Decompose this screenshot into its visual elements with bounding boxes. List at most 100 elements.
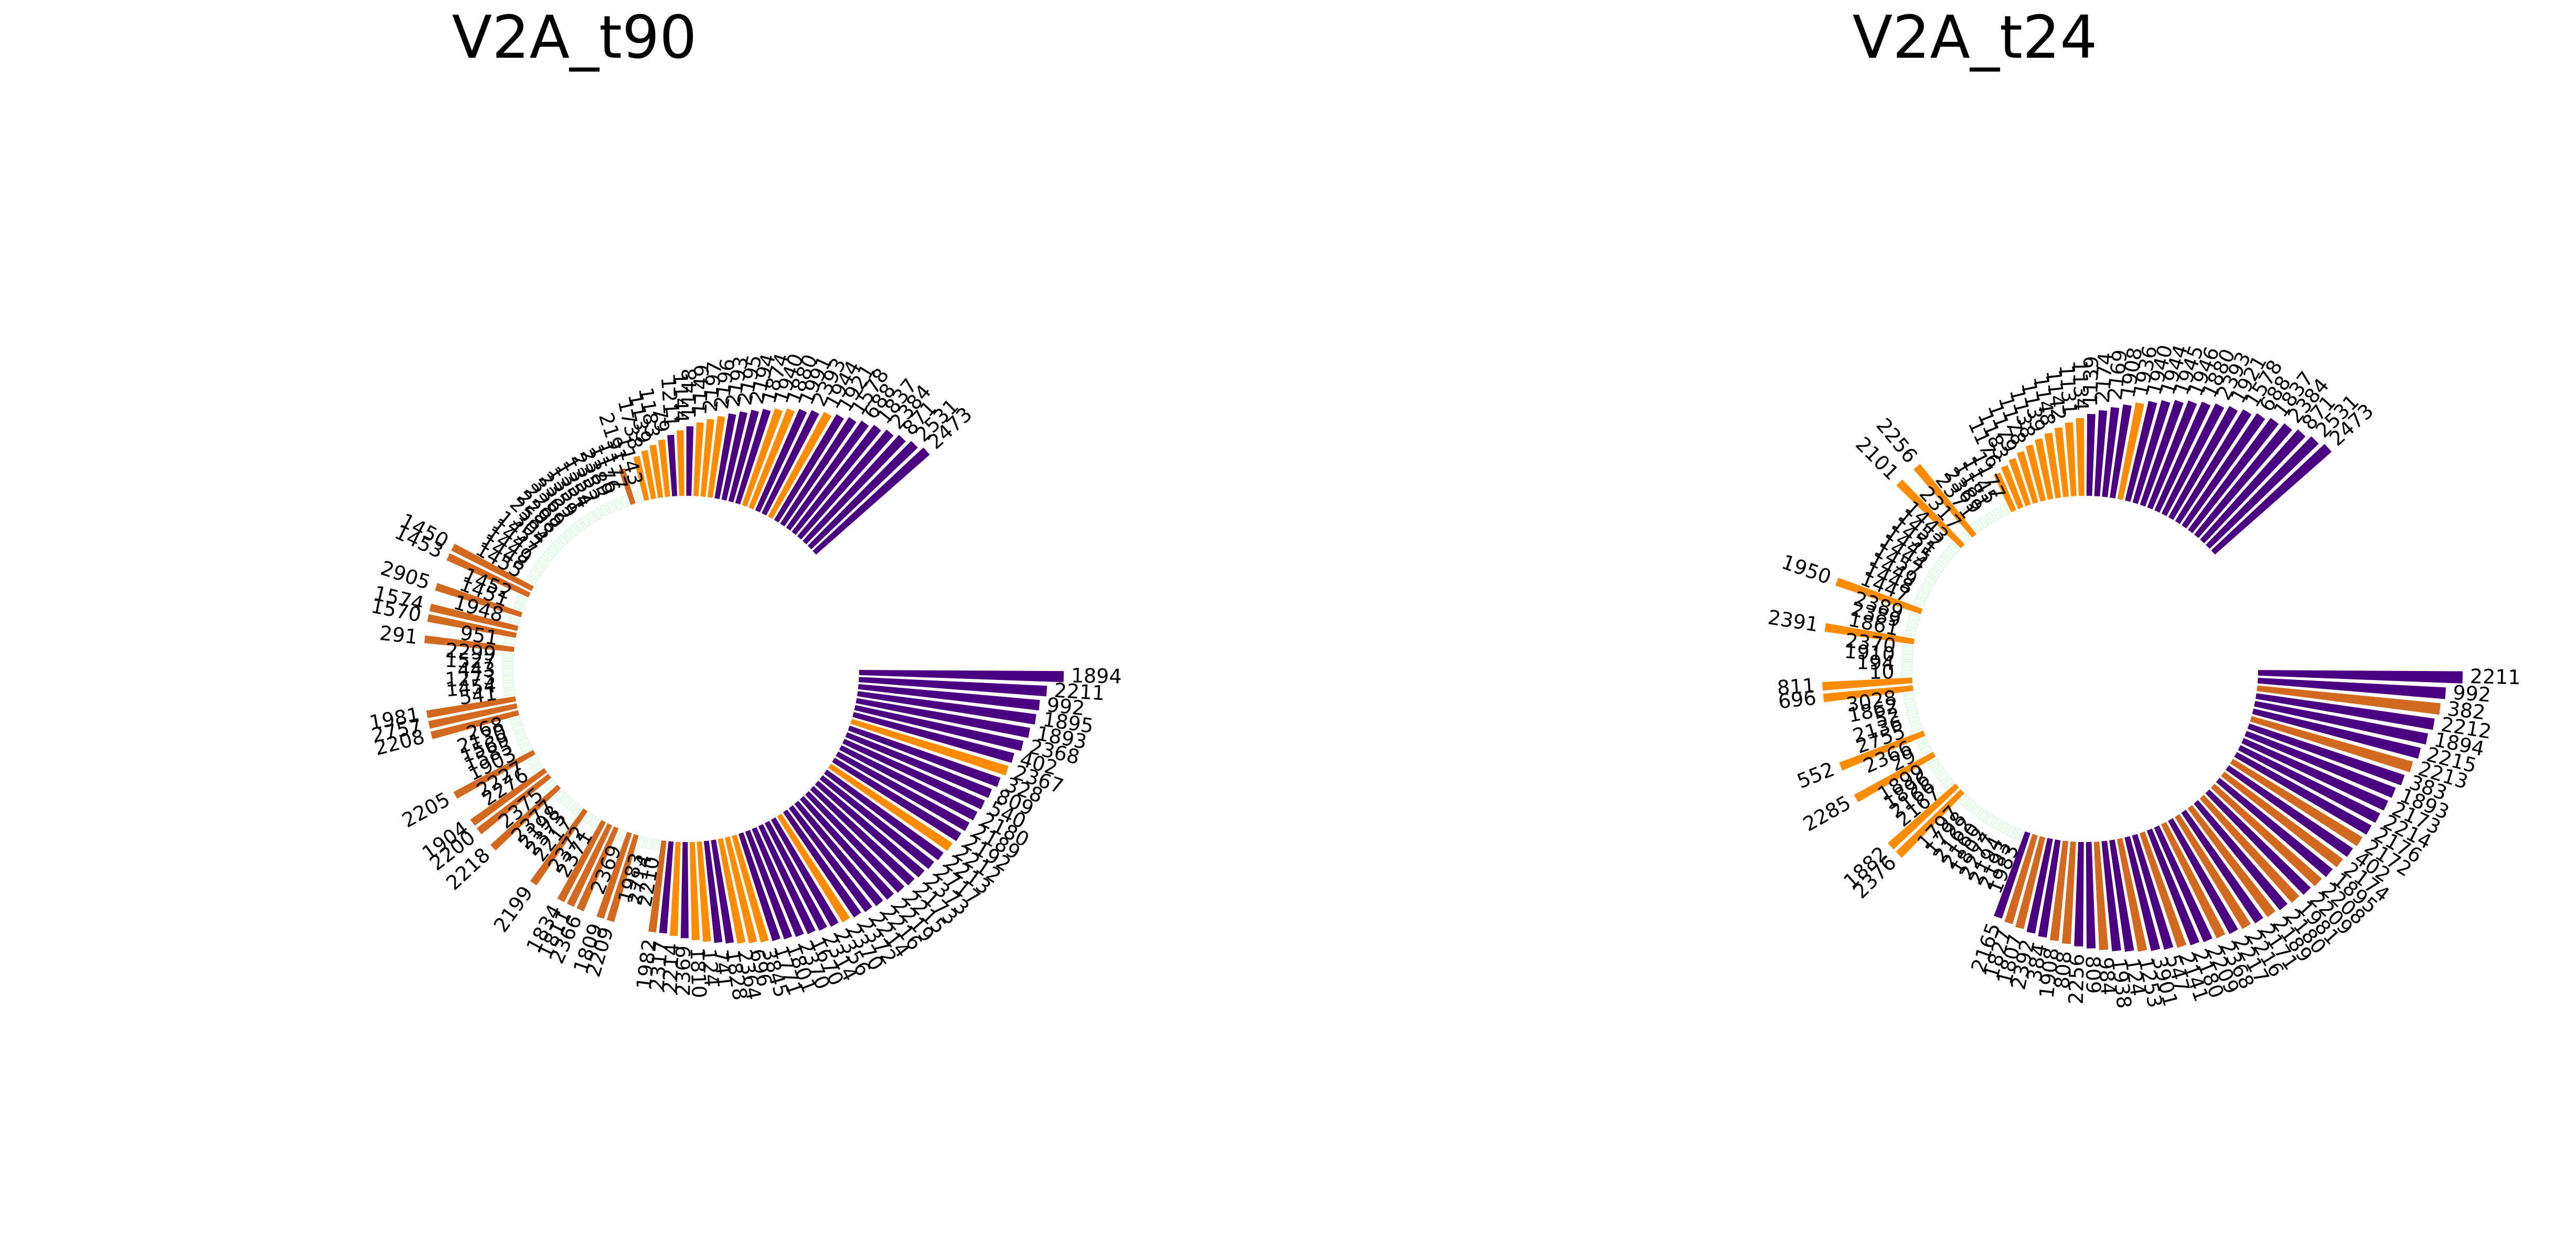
tick-label: 992 — [1046, 693, 1086, 720]
bar-2370 — [777, 813, 850, 923]
bar-2717 — [819, 775, 935, 869]
bar-124 — [697, 841, 711, 942]
bar-2193 — [714, 413, 736, 499]
bar-2368 — [2161, 822, 2226, 939]
bar-1457 — [1923, 574, 1937, 587]
bar-1148 — [2044, 432, 2061, 498]
bar-328 — [848, 725, 1001, 788]
bar-1447 — [1913, 597, 1927, 608]
tick-label: 741 — [709, 948, 736, 988]
tick-label: 984 — [2094, 956, 2120, 996]
bar-384 — [2038, 839, 2061, 938]
bar-2210 — [651, 838, 660, 851]
bar-291 — [424, 635, 515, 652]
bar-2393 — [2161, 403, 2225, 516]
bar-2369 — [616, 828, 626, 842]
tick-label: 1131 — [2055, 364, 2081, 416]
bar-2227 — [527, 755, 540, 767]
bar-1139 — [641, 450, 656, 499]
bar-1131 — [2065, 422, 2077, 497]
bar-2356 — [771, 817, 839, 927]
bar-1944 — [768, 411, 832, 519]
bar-984 — [2093, 841, 2109, 951]
bar-808 — [2061, 841, 2076, 944]
bar-1948 — [508, 615, 521, 625]
bar-1449 — [1919, 582, 1933, 593]
tick-label: 1894 — [1071, 664, 1122, 688]
bar-2375 — [544, 778, 557, 791]
bar-2173 — [810, 786, 915, 886]
bar-2195 — [721, 411, 747, 501]
tick-label: 1144 — [668, 372, 692, 423]
bar-1893 — [856, 698, 1030, 738]
bar-2180 — [839, 745, 978, 821]
bar-1894 — [859, 669, 1064, 683]
bar-2368 — [854, 705, 1024, 751]
bar-552 — [1839, 730, 1926, 771]
bar-2162 — [1971, 804, 1983, 817]
bar-2196 — [707, 416, 725, 498]
bar-1861 — [1904, 628, 1917, 637]
bar-1457 — [541, 550, 555, 562]
bar-1945 — [2140, 400, 2184, 507]
bar-2376 — [1896, 789, 1965, 858]
bar-1144 — [676, 430, 685, 496]
tick-label: 2174 — [2091, 352, 2118, 404]
bar-443 — [502, 667, 514, 674]
bar-1569 — [514, 730, 527, 740]
bar-2369 — [680, 842, 689, 939]
bar-2213 — [824, 769, 944, 860]
bar-1802 — [1984, 813, 1996, 827]
bar-2215 — [805, 791, 905, 893]
bar-2372 — [583, 812, 595, 825]
bar-2205 — [453, 750, 536, 799]
bar-2389 — [1908, 612, 1921, 622]
bar-2193 — [2005, 824, 2017, 838]
bar-2298 — [557, 534, 570, 547]
bar-951 — [504, 637, 516, 646]
bar-2384 — [2194, 423, 2292, 538]
bar-2905 — [435, 583, 523, 618]
bar-2289 — [562, 528, 575, 541]
bar-2213 — [2250, 716, 2413, 772]
bar-1450 — [451, 544, 534, 591]
bar-1527 — [502, 659, 514, 667]
bar-1443 — [1947, 542, 1960, 555]
bar-2276 — [531, 761, 544, 773]
bar-2371 — [1971, 520, 1984, 534]
bar-1444 — [1928, 568, 1941, 580]
bar-1983 — [637, 835, 646, 848]
bar-547 — [2132, 834, 2174, 950]
bar-1181 — [1984, 511, 1996, 525]
bar-402 — [2226, 765, 2353, 857]
bar-1352 — [592, 507, 604, 520]
bar-2277 — [1991, 817, 2003, 831]
bar-2256 — [2074, 842, 2084, 946]
tick-label: 1910 — [1844, 640, 1896, 666]
bar-2215 — [2252, 708, 2421, 759]
bar-696 — [724, 836, 757, 944]
bar-811 — [1822, 677, 1913, 691]
bar-1837 — [792, 424, 881, 535]
chart-title-t90: V2A_t90 — [452, 4, 697, 72]
bar-2208 — [430, 710, 519, 739]
bar-1142 — [2054, 427, 2069, 497]
bar-2373 — [565, 799, 578, 812]
bar-1797 — [1958, 794, 1971, 807]
tick-label: 1273 — [444, 666, 496, 691]
chart-panel-t24: V2A_t24 22119923822212189422152213383189… — [1766, 4, 2521, 1010]
bar-1145 — [1991, 507, 2003, 520]
bar-2317 — [659, 841, 674, 934]
bar-2200 — [476, 773, 552, 835]
bar-2192 — [832, 758, 961, 842]
tick-label: 2369 — [671, 945, 695, 996]
bar-871 — [2200, 429, 2306, 544]
tick-label: 951 — [458, 621, 499, 650]
chart-panel-t90: V2A_t90 18942211992189518932368402236732… — [368, 4, 1122, 1002]
bar-1921 — [774, 414, 844, 523]
bar-1134 — [2076, 418, 2085, 496]
bar-540 — [842, 739, 985, 810]
bar-2392 — [2026, 838, 2053, 934]
